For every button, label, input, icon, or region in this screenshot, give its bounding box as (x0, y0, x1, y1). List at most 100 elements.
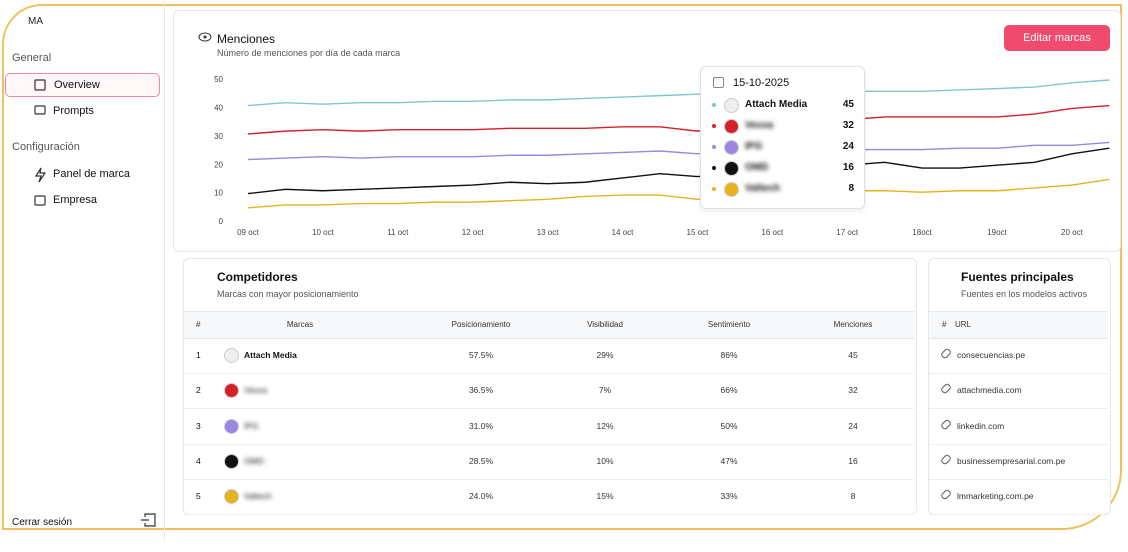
table-row (184, 338, 914, 374)
tooltip-value: 45 (842, 99, 854, 110)
table-row (929, 444, 1108, 480)
table-cell: 57.5% (468, 350, 494, 360)
column-header: Menciones (833, 320, 873, 329)
tooltip-swatch (712, 124, 716, 128)
table-cell: 1 (196, 350, 201, 360)
brand-name: OMD (244, 455, 264, 466)
tooltip-value: 32 (842, 120, 854, 131)
brand: MA (28, 16, 43, 27)
tooltip-name: IPG (745, 141, 763, 152)
brand-icon (724, 182, 739, 197)
brand-icon (724, 98, 739, 113)
nav-item[interactable]: Empresa (53, 194, 98, 206)
sources-title: Fuentes principales (961, 270, 1074, 284)
table-cell: 33% (720, 491, 738, 502)
table-row (929, 479, 1108, 516)
table-cell: 47% (720, 455, 738, 466)
column-header: # (196, 320, 201, 329)
table-cell: 4 (196, 455, 201, 466)
column-header: Posicionamiento (451, 320, 511, 329)
table-cell: 45 (848, 350, 858, 360)
chart-subtitle: Número de menciones por día de cada marc… (217, 48, 401, 58)
source-url[interactable]: businessempresarial.com.pe (957, 455, 1066, 466)
tooltip-value: 24 (842, 141, 854, 152)
nav-item[interactable]: Prompts (53, 105, 94, 117)
source-url[interactable]: attachmedia.com (957, 385, 1022, 396)
chart-card (173, 10, 1121, 252)
brand-icon (724, 140, 739, 155)
brand-name: Vexxa (244, 385, 268, 396)
table-cell: 86% (720, 350, 738, 360)
brand-icon (224, 383, 239, 399)
table-cell: 29% (596, 350, 614, 360)
table-cell: 7% (598, 385, 612, 396)
competitors-subtitle: Marcas con mayor posicionamiento (217, 289, 359, 299)
table-row (929, 338, 1108, 374)
tooltip-name: Valtech (745, 183, 781, 194)
table-cell: 5 (196, 491, 201, 502)
column-header: Visibilidad (587, 320, 623, 329)
competitors-title: Competidores (217, 270, 298, 284)
tooltip-swatch (712, 145, 716, 149)
table-cell: 10% (596, 455, 614, 466)
tooltip-title: 15-10-2025 (733, 77, 790, 89)
table-cell: 32 (848, 385, 858, 396)
table-cell: 31.0% (468, 420, 494, 431)
table-header (929, 311, 1108, 339)
source-url[interactable]: lmmarketing.com.pe (957, 491, 1034, 502)
table-row (929, 409, 1108, 445)
nav-icons (34, 79, 156, 527)
table-row (184, 373, 914, 410)
brand-icon (224, 453, 239, 469)
section-title: Configuración (12, 141, 80, 153)
table-cell: 2 (196, 385, 201, 396)
table-row (184, 479, 914, 516)
table-header (184, 311, 914, 339)
table-cell: 66% (720, 385, 738, 396)
brand-icon (724, 161, 739, 176)
brand-name: IPG (244, 420, 259, 431)
nav-item[interactable]: Overview (5, 73, 160, 97)
competitors-card (183, 258, 917, 515)
table-cell: 15% (596, 491, 614, 502)
sources-card (928, 258, 1111, 515)
column-header: Marcas (286, 320, 314, 329)
table-row (929, 373, 1108, 410)
sidebar: MA General Overview Prompts Configuració… (0, 0, 165, 540)
source-url[interactable]: consecuencias.pe (957, 350, 1026, 360)
table-cell: 24 (848, 420, 858, 431)
tooltip-name: Vexxa (745, 120, 774, 131)
column-header: Sentimiento (707, 320, 751, 329)
brand-icon (224, 348, 239, 363)
table-cell: 8 (850, 491, 856, 502)
table-cell: 3 (196, 420, 201, 431)
tooltip-swatch (712, 166, 716, 170)
source-url[interactable]: linkedin.com (957, 420, 1005, 431)
brand-icon (224, 418, 239, 434)
table-cell: 50% (720, 420, 738, 431)
tooltip-swatch (712, 103, 716, 107)
brand-name: Valtech (244, 491, 272, 502)
tooltip-value: 8 (848, 183, 854, 194)
table-cell: 28.5% (468, 455, 494, 466)
tooltip: 15-10-2025 Attach Media 45 Vexxa 32 IPG 24 OMD… (700, 66, 865, 209)
logout[interactable]: Cerrar sesión (12, 517, 73, 528)
nav-item[interactable]: Panel de marca (53, 168, 131, 180)
tooltip-value: 16 (842, 162, 854, 173)
brand-icon (724, 119, 739, 134)
table-cell: 12% (596, 420, 614, 431)
brand-icon (224, 489, 239, 505)
section-title: General (12, 52, 52, 64)
column-header: URL (955, 320, 972, 329)
table-row (184, 409, 914, 445)
calendar-icon (713, 77, 724, 88)
edit-button[interactable]: Editar marcas (1004, 25, 1110, 51)
table-cell: 16 (848, 455, 858, 466)
table-cell: 36.5% (468, 385, 494, 396)
table-row (184, 444, 914, 480)
tooltip-name: OMD (745, 162, 769, 173)
table-cell: 24.0% (468, 491, 494, 502)
hash-icon: # (942, 320, 947, 329)
chart-title: Menciones (217, 32, 276, 46)
